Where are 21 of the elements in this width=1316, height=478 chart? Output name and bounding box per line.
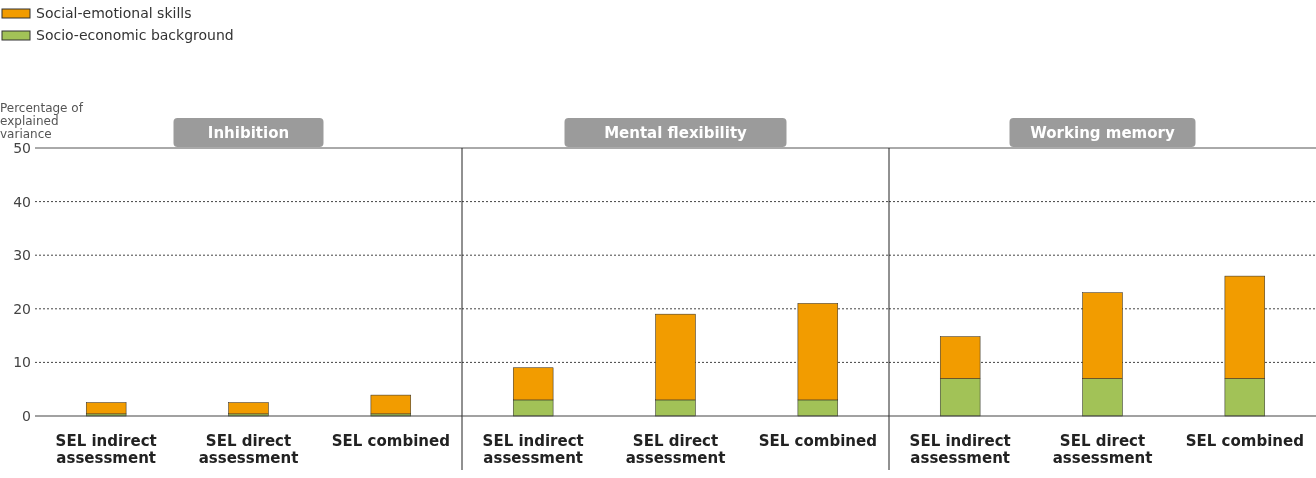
y-axis-title: Percentage of explained variance	[0, 101, 84, 141]
chart-title: Mental flexibility	[604, 124, 748, 142]
chart-title: Working memory	[1030, 124, 1175, 142]
x-tick-label: SEL combined	[331, 432, 450, 450]
y-tick-label: 40	[13, 193, 31, 210]
x-tick-label: SEL direct assessment	[625, 432, 726, 467]
x-tick-label: SEL indirect assessment	[55, 432, 157, 467]
y-tick-label: 50	[13, 140, 31, 156]
x-tick-label: SEL indirect assessment	[482, 432, 584, 467]
x-tick-label: SEL combined	[758, 432, 877, 450]
x-tick-label: SEL direct assessment	[198, 432, 299, 467]
y-tick-label: 0	[22, 408, 31, 424]
legend-label: Social-emotional skills	[36, 5, 192, 21]
y-tick-label: 30	[13, 247, 31, 264]
x-tick-label: SEL combined	[1185, 432, 1304, 450]
chart-title: Inhibition	[207, 124, 290, 142]
y-tick-label: 20	[13, 300, 31, 317]
legend-label: Socio-economic background	[36, 27, 234, 43]
y-tick-label: 10	[13, 354, 31, 371]
x-tick-label: SEL direct assessment	[1052, 432, 1153, 467]
x-tick-label: SEL indirect assessment	[909, 432, 1011, 467]
